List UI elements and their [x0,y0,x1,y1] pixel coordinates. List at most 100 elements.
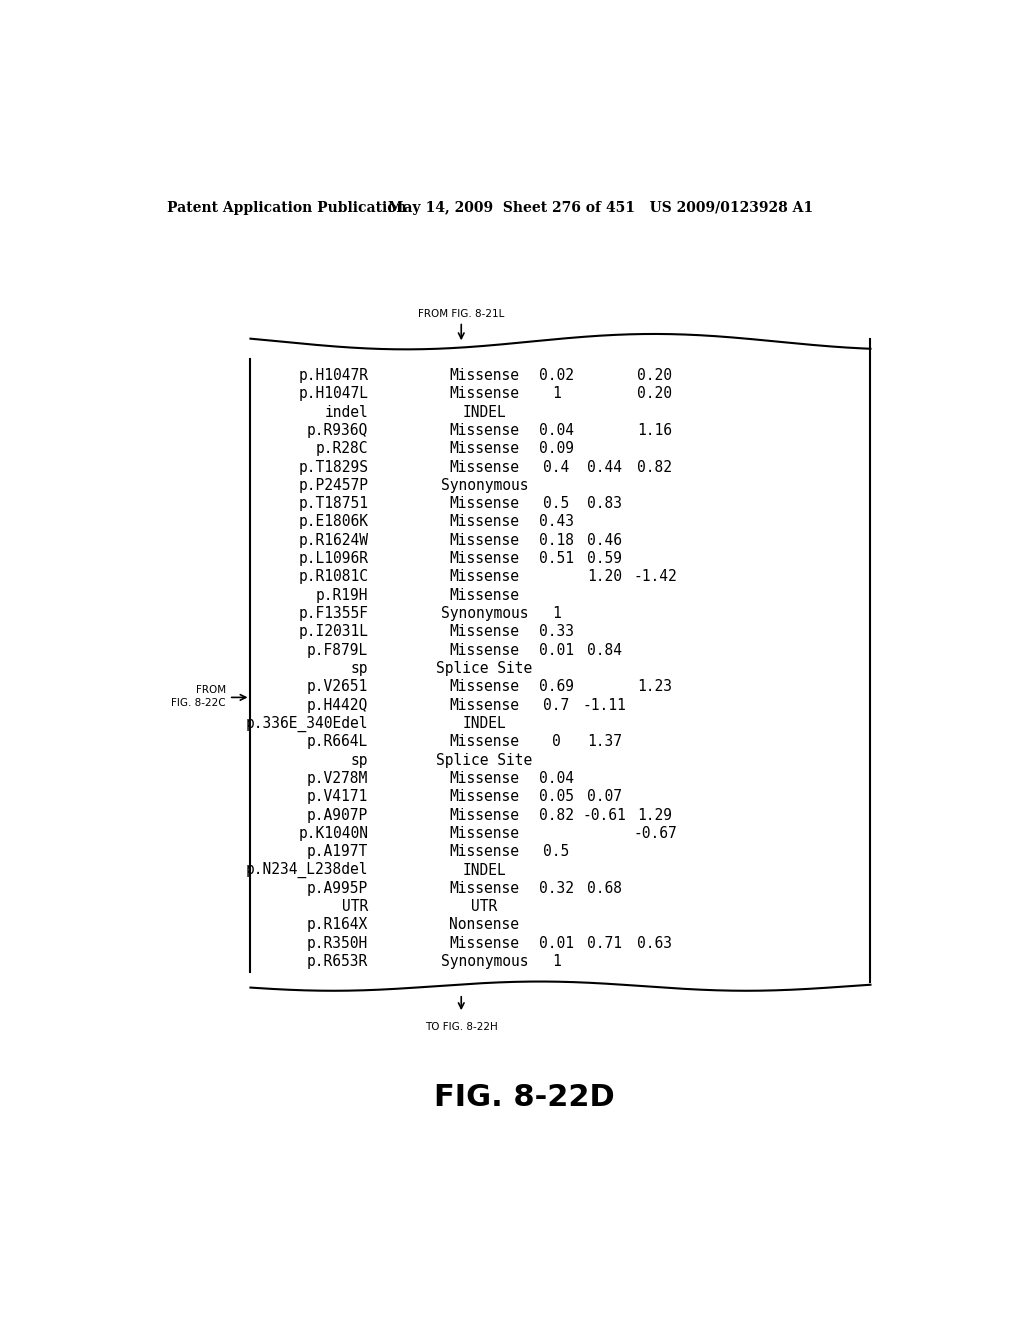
Text: Missense: Missense [450,496,519,511]
Text: p.H1047L: p.H1047L [298,387,369,401]
Text: 0.33: 0.33 [539,624,574,639]
Text: p.V2651: p.V2651 [307,680,369,694]
Text: 0.82: 0.82 [638,459,673,475]
Text: Missense: Missense [450,643,519,657]
Text: p.R164X: p.R164X [307,917,369,932]
Text: FIG. 8-22D: FIG. 8-22D [434,1084,615,1113]
Text: Missense: Missense [450,569,519,585]
Text: FROM FIG. 8-21L: FROM FIG. 8-21L [418,309,505,319]
Text: TO FIG. 8-22H: TO FIG. 8-22H [425,1022,498,1031]
Text: p.R19H: p.R19H [315,587,369,603]
Text: Patent Application Publication: Patent Application Publication [167,202,407,215]
Text: p.L1096R: p.L1096R [298,552,369,566]
Text: Missense: Missense [450,936,519,950]
Text: Missense: Missense [450,368,519,383]
Text: 0.09: 0.09 [539,441,574,457]
Text: indel: indel [325,405,369,420]
Text: Synonymous: Synonymous [440,478,528,492]
Text: p.K1040N: p.K1040N [298,826,369,841]
Text: p.V4171: p.V4171 [307,789,369,804]
Text: Missense: Missense [450,808,519,822]
Text: p.F879L: p.F879L [307,643,369,657]
Text: UTR: UTR [471,899,498,915]
Text: Missense: Missense [450,845,519,859]
Text: p.R653R: p.R653R [307,954,369,969]
Text: 1.16: 1.16 [638,422,673,438]
Text: p.T18751: p.T18751 [298,496,369,511]
Text: FROM: FROM [196,685,225,696]
Text: p.R936Q: p.R936Q [307,422,369,438]
Text: p.R1624W: p.R1624W [298,533,369,548]
Text: 0.59: 0.59 [587,552,623,566]
Text: 0.01: 0.01 [539,643,574,657]
Text: 0.51: 0.51 [539,552,574,566]
Text: Missense: Missense [450,680,519,694]
Text: p.N234_L238del: p.N234_L238del [246,862,369,878]
Text: 0.05: 0.05 [539,789,574,804]
Text: p.F1355F: p.F1355F [298,606,369,622]
Text: p.R1081C: p.R1081C [298,569,369,585]
Text: 0.69: 0.69 [539,680,574,694]
Text: p.H1047R: p.H1047R [298,368,369,383]
Text: 0.04: 0.04 [539,771,574,785]
Text: 1.37: 1.37 [587,734,623,750]
Text: p.R350H: p.R350H [307,936,369,950]
Text: 0.20: 0.20 [638,368,673,383]
Text: 0.4: 0.4 [544,459,569,475]
Text: p.P2457P: p.P2457P [298,478,369,492]
Text: INDEL: INDEL [463,862,507,878]
Text: 1.23: 1.23 [638,680,673,694]
Text: 0.46: 0.46 [587,533,623,548]
Text: Nonsense: Nonsense [450,917,519,932]
Text: INDEL: INDEL [463,405,507,420]
Text: p.R28C: p.R28C [315,441,369,457]
Text: 1: 1 [552,954,561,969]
Text: 0.44: 0.44 [587,459,623,475]
Text: 0.02: 0.02 [539,368,574,383]
Text: Missense: Missense [450,698,519,713]
Text: p.E1806K: p.E1806K [298,515,369,529]
Text: Missense: Missense [450,880,519,896]
Text: 0.5: 0.5 [544,496,569,511]
Text: 1.29: 1.29 [638,808,673,822]
Text: Missense: Missense [450,422,519,438]
Text: p.V278M: p.V278M [307,771,369,785]
Text: 0: 0 [552,734,561,750]
Text: Synonymous: Synonymous [440,606,528,622]
Text: -1.11: -1.11 [583,698,627,713]
Text: p.A907P: p.A907P [307,808,369,822]
Text: Missense: Missense [450,789,519,804]
Text: Missense: Missense [450,734,519,750]
Text: Missense: Missense [450,771,519,785]
Text: 0.43: 0.43 [539,515,574,529]
Text: p.H442Q: p.H442Q [307,698,369,713]
Text: 0.7: 0.7 [544,698,569,713]
Text: 1.20: 1.20 [587,569,623,585]
Text: Missense: Missense [450,459,519,475]
Text: 0.63: 0.63 [638,936,673,950]
Text: p.A995P: p.A995P [307,880,369,896]
Text: 0.83: 0.83 [587,496,623,511]
Text: -1.42: -1.42 [633,569,677,585]
Text: -0.61: -0.61 [583,808,627,822]
Text: Splice Site: Splice Site [436,752,532,768]
Text: p.I2031L: p.I2031L [298,624,369,639]
Text: Missense: Missense [450,387,519,401]
Text: 0.84: 0.84 [587,643,623,657]
Text: Synonymous: Synonymous [440,954,528,969]
Text: Missense: Missense [450,552,519,566]
Text: Missense: Missense [450,533,519,548]
Text: 0.5: 0.5 [544,845,569,859]
Text: sp: sp [351,752,369,768]
Text: p.T1829S: p.T1829S [298,459,369,475]
Text: p.336E_340Edel: p.336E_340Edel [246,715,369,731]
Text: 0.07: 0.07 [587,789,623,804]
Text: 0.82: 0.82 [539,808,574,822]
Text: sp: sp [351,661,369,676]
Text: p.A197T: p.A197T [307,845,369,859]
Text: Missense: Missense [450,624,519,639]
Text: Missense: Missense [450,441,519,457]
Text: May 14, 2009  Sheet 276 of 451   US 2009/0123928 A1: May 14, 2009 Sheet 276 of 451 US 2009/01… [388,202,813,215]
Text: 0.32: 0.32 [539,880,574,896]
Text: Missense: Missense [450,587,519,603]
